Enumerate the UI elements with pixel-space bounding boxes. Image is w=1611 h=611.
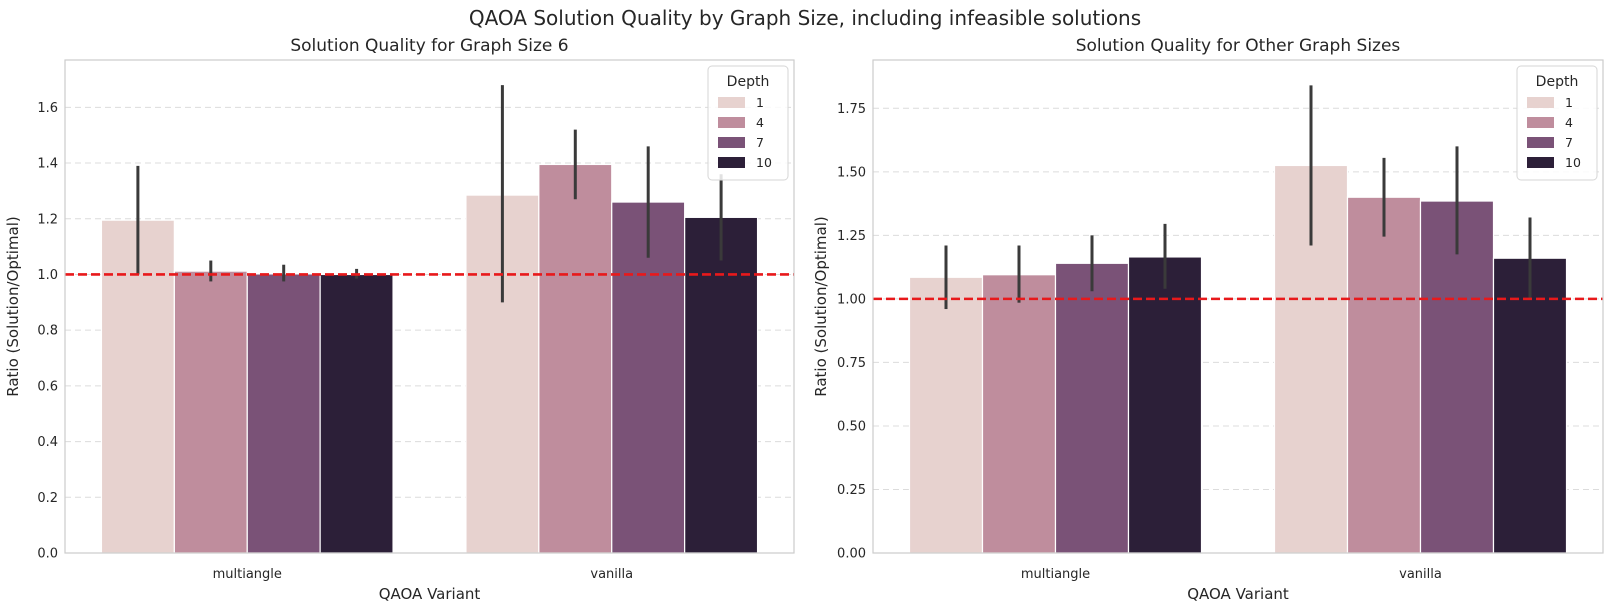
y-tick-label: 0.75 [837, 356, 866, 371]
legend-label-7: 7 [1565, 135, 1573, 150]
legend-swatch-7 [1527, 137, 1554, 148]
legend: Depth 1 4 7 10 [1516, 65, 1598, 181]
legend-swatch-7 [718, 137, 745, 148]
legend-title: Depth [727, 74, 770, 90]
x-tick-label: multiangle [213, 567, 282, 582]
bar-depth-7-multiangle [246, 273, 321, 554]
legend-swatch-1 [718, 97, 745, 108]
y-axis-label: Ratio (Solution/Optimal) [4, 216, 22, 397]
bar-depth-10-vanilla [684, 216, 759, 554]
x-axis-label: QAOA Variant [379, 585, 481, 603]
legend-label-7: 7 [756, 135, 764, 150]
legend-label-1: 1 [756, 95, 764, 110]
figure-title: QAOA Solution Quality by Graph Size, inc… [469, 6, 1141, 30]
y-tick-label: 0.0 [37, 547, 58, 562]
legend-box [1516, 65, 1598, 181]
bar-depth-7-multiangle [1054, 262, 1130, 554]
bar-depth-7-vanilla [611, 201, 686, 554]
bar-depth-1-multiangle [908, 276, 984, 554]
bar-depth-10-vanilla [1492, 257, 1568, 554]
y-tick-label: 1.0 [37, 268, 58, 283]
y-tick-label: 1.25 [837, 229, 866, 244]
x-tick-label: vanilla [590, 567, 633, 582]
plots: 0.0 0.2 0.4 0.6 0.8 1.0 1.2 1.4 1.6 multiangle van… [4, 36, 1604, 603]
bar-depth-7-vanilla [1419, 200, 1495, 554]
y-tick-label: 1.50 [837, 165, 866, 180]
legend-label-4: 4 [756, 115, 764, 130]
legend-swatch-10 [718, 157, 745, 168]
y-tick-label: 0.25 [837, 483, 866, 498]
chart-title: Solution Quality for Graph Size 6 [290, 36, 568, 56]
y-axis-label: Ratio (Solution/Optimal) [812, 216, 830, 397]
y-tick-label: 1.75 [837, 102, 866, 117]
bar-depth-4-multiangle [173, 270, 248, 554]
y-tick-label: 0.00 [837, 547, 866, 562]
y-tick-label: 0.2 [37, 491, 58, 506]
y-tick-label: 0.8 [37, 324, 58, 339]
legend-label-4: 4 [1565, 115, 1573, 130]
legend-box [707, 65, 789, 181]
legend-swatch-4 [1527, 117, 1554, 128]
legend-title: Depth [1536, 74, 1579, 90]
x-tick-label: vanilla [1399, 567, 1442, 582]
y-tick-label: 0.4 [37, 435, 58, 450]
legend-label-1: 1 [1565, 95, 1573, 110]
chart-title: Solution Quality for Other Graph Sizes [1076, 36, 1401, 56]
bar-depth-4-vanilla [1346, 196, 1422, 554]
y-tick-label: 0.50 [837, 419, 866, 434]
bar-depth-10-multiangle [1127, 256, 1203, 554]
x-axis-label: QAOA Variant [1187, 585, 1289, 603]
y-tick-label: 1.00 [837, 292, 866, 307]
y-tick-label: 1.4 [37, 157, 58, 172]
chart-2: 0.00 0.25 0.50 0.75 1.00 1.25 1.50 1.75 multiang… [812, 36, 1604, 603]
legend: Depth 1 4 7 10 [707, 65, 789, 181]
legend-label-10: 10 [756, 155, 772, 170]
legend-swatch-10 [1527, 157, 1554, 168]
bar-depth-4-multiangle [981, 274, 1057, 554]
x-tick-label: multiangle [1021, 567, 1090, 582]
y-tick-label: 0.6 [37, 379, 58, 394]
legend-label-10: 10 [1565, 155, 1581, 170]
chart-1: 0.0 0.2 0.4 0.6 0.8 1.0 1.2 1.4 1.6 multiangle van… [4, 36, 795, 603]
legend-swatch-1 [1527, 97, 1554, 108]
axes-frame [872, 59, 1604, 554]
legend-swatch-4 [718, 117, 745, 128]
bar-depth-4-vanilla [538, 163, 613, 554]
y-tick-label: 1.2 [37, 212, 58, 227]
axes-frame [64, 59, 795, 554]
y-tick-label: 1.6 [37, 101, 58, 116]
bar-depth-10-multiangle [319, 273, 394, 554]
